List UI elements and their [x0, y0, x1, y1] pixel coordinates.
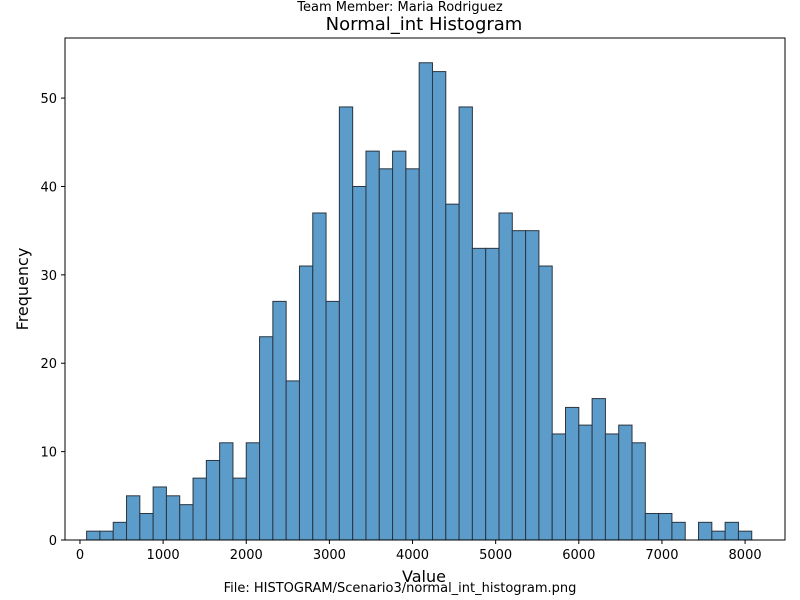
file-path-label: File: HISTOGRAM/Scenario3/normal_int_his… [223, 581, 577, 596]
histogram-bar [671, 521, 686, 541]
histogram-bar [578, 424, 593, 541]
histogram-bar [445, 203, 460, 541]
histogram-bar [551, 433, 567, 541]
histogram-bar [99, 530, 114, 541]
y-tick-label: 10 [40, 446, 57, 461]
histogram-bar [405, 168, 420, 541]
histogram-bar [259, 336, 274, 541]
x-axis-label: Value [402, 567, 446, 586]
histogram-bar [418, 62, 433, 541]
y-tick-label: 40 [40, 180, 57, 195]
team-member-label: Team Member: Maria Rodriguez [297, 0, 503, 15]
x-tick-label: 6000 [562, 548, 595, 563]
histogram-bar [525, 230, 540, 541]
histogram-bar [126, 495, 141, 541]
histogram-bar [219, 442, 234, 541]
x-tick-label: 7000 [645, 548, 678, 563]
histogram-bar [112, 521, 128, 541]
histogram-bar [591, 398, 606, 541]
x-tick-label: 5000 [479, 548, 512, 563]
y-tick-label: 30 [40, 269, 57, 284]
histogram-bar [179, 504, 194, 541]
x-tick-label: 1000 [147, 548, 180, 563]
histogram-bar [485, 247, 500, 541]
histogram-bar [192, 477, 207, 541]
histogram-bar [498, 212, 513, 541]
y-tick-label: 0 [49, 534, 57, 549]
bars-layer [86, 62, 753, 541]
histogram-bar [604, 433, 620, 541]
x-tick-label: 2000 [230, 548, 263, 563]
histogram-bar [737, 530, 753, 541]
histogram-bar [392, 150, 407, 541]
histogram-bar [352, 185, 367, 541]
y-axis-label: Frequency [13, 248, 32, 331]
histogram-bar [724, 521, 739, 541]
x-tick-label: 0 [76, 548, 84, 563]
histogram-bar [312, 212, 327, 541]
histogram-bar [431, 71, 447, 541]
histogram-bar [538, 265, 553, 541]
histogram-bar [165, 495, 181, 541]
histogram-bar [338, 106, 354, 541]
histogram-bar [365, 150, 380, 541]
x-tick-label: 4000 [396, 548, 429, 563]
histogram-bar [698, 521, 713, 541]
histogram-bar [644, 512, 660, 541]
histogram-bar [711, 530, 726, 541]
y-tick-label: 20 [40, 357, 57, 372]
histogram-bar [205, 459, 221, 541]
x-tick-label: 3000 [313, 548, 346, 563]
histogram-bar [272, 300, 287, 541]
histogram-bar [471, 247, 487, 541]
histogram-bar [618, 424, 633, 541]
x-axis-ticks: 0 1000 2000 3000 4000 5000 6000 7000 8000 [76, 540, 762, 563]
histogram-bar [232, 477, 247, 541]
histogram-bar [325, 300, 340, 541]
histogram-bar [378, 168, 394, 541]
axes-frame [64, 37, 786, 541]
y-tick-label: 50 [40, 92, 57, 107]
histogram-bar [511, 230, 527, 541]
histogram-bar [245, 442, 261, 541]
histogram-bar [285, 380, 300, 541]
histogram-bar [86, 530, 101, 541]
histogram-bar [658, 512, 673, 541]
histogram-bar [152, 486, 167, 541]
chart-title: Normal_int Histogram [326, 14, 523, 35]
y-axis-ticks: 0 10 20 30 40 50 [40, 92, 65, 549]
histogram-bar [565, 406, 580, 541]
histogram-bar [631, 442, 646, 541]
histogram-bar [298, 265, 314, 541]
histogram-bar [139, 512, 154, 541]
histogram-bar [458, 106, 473, 541]
x-tick-label: 8000 [729, 548, 762, 563]
